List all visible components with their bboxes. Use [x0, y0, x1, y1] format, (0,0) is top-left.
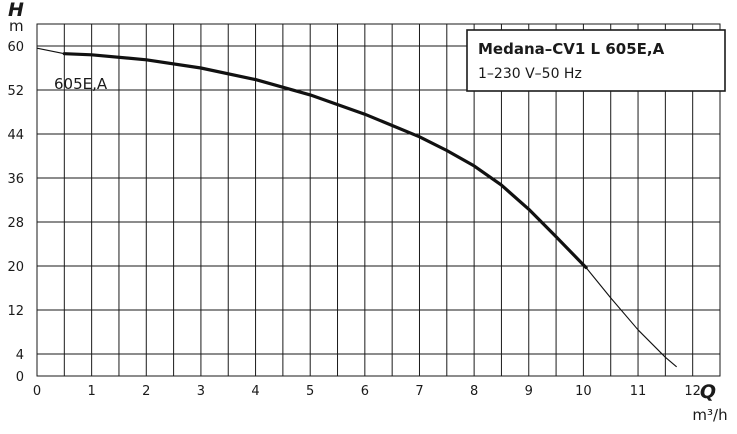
x-tick-label: 9	[525, 384, 533, 399]
y-axis-letter: H	[8, 0, 24, 21]
x-tick-label: 5	[306, 384, 314, 399]
y-tick-label: 36	[7, 172, 24, 187]
x-axis-unit: m³/h	[692, 406, 727, 424]
x-tick-label: 12	[684, 384, 701, 399]
y-tick-label: 4	[16, 348, 24, 363]
y-tick-label: 20	[7, 260, 24, 275]
y-tick-label: 52	[7, 84, 24, 99]
x-tick-label: 11	[630, 384, 647, 399]
legend-box: Medana–CV1 L 605E,A 1–230 V–50 Hz	[466, 29, 726, 92]
x-axis-letter: Q	[700, 381, 716, 403]
legend-subtitle: 1–230 V–50 Hz	[478, 66, 582, 82]
y-tick-label: 44	[7, 128, 24, 143]
y-tick-label: 60	[7, 40, 24, 55]
y-tick-label: 12	[7, 304, 24, 319]
x-tick-label: 10	[575, 384, 592, 399]
x-tick-label: 2	[142, 384, 150, 399]
x-tick-label: 4	[251, 384, 259, 399]
legend-frame	[466, 29, 726, 92]
x-tick-label: 6	[361, 384, 369, 399]
x-tick-label: 8	[470, 384, 478, 399]
pump-curve	[36, 47, 677, 368]
series-label: 605E,A	[54, 75, 108, 93]
curve-segment-extension	[36, 47, 65, 55]
x-tick-label: 1	[87, 384, 95, 399]
y-tick-label: 28	[7, 216, 24, 231]
legend-title: Medana–CV1 L 605E,A	[478, 40, 665, 58]
curve-segment-extension	[585, 267, 677, 368]
curve-segment-operating	[62, 52, 588, 270]
x-tick-label: 7	[415, 384, 423, 399]
y-tick-label: 0	[16, 370, 24, 385]
x-tick-label: 3	[197, 384, 205, 399]
y-axis-unit: m	[9, 17, 24, 35]
x-tick-label: 0	[33, 384, 41, 399]
plot-frame	[36, 23, 721, 377]
